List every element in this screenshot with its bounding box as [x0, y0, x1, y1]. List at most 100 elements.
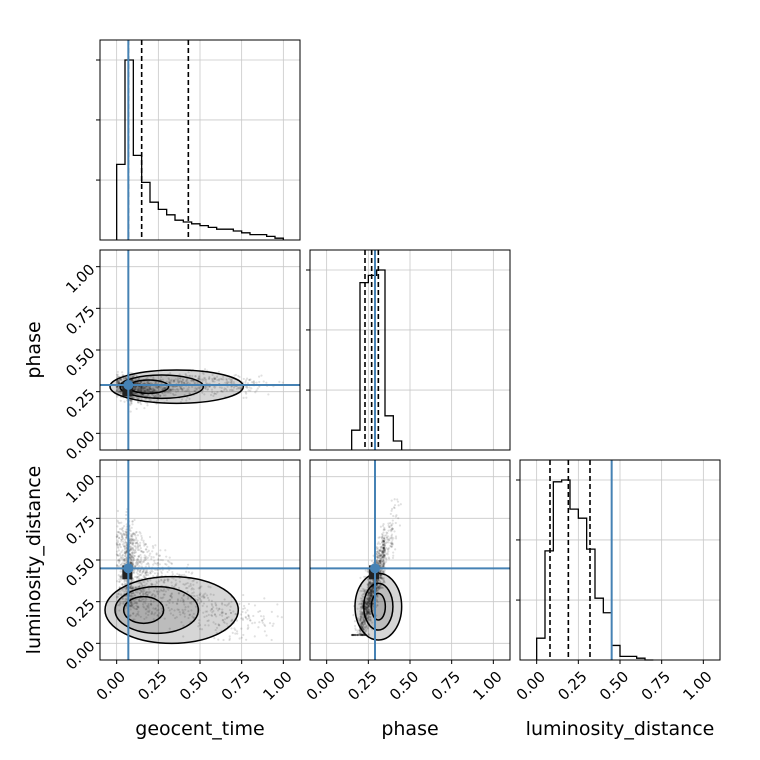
scatter-point	[121, 371, 124, 374]
scatter-point	[151, 393, 154, 397]
scatter-point	[198, 377, 201, 380]
scatter-point	[134, 548, 137, 551]
scatter-point	[133, 518, 136, 522]
scatter-point	[170, 389, 173, 392]
scatter-point	[118, 536, 121, 539]
scatter-point	[133, 386, 136, 389]
scatter-point	[240, 636, 243, 639]
scatter-point	[115, 388, 119, 391]
scatter-point	[392, 551, 395, 554]
scatter-point	[117, 549, 120, 552]
scatter-point	[382, 528, 386, 531]
scatter-point	[142, 390, 146, 393]
scatter-point	[131, 379, 134, 382]
scatter-point	[139, 541, 142, 544]
scatter-point	[276, 615, 279, 618]
scatter-point	[116, 386, 119, 389]
scatter-point	[253, 635, 256, 638]
scatter-point	[262, 617, 266, 620]
scatter-point	[271, 624, 274, 627]
scatter-point	[164, 386, 167, 390]
scatter-point	[381, 569, 384, 572]
scatter-point	[245, 377, 249, 380]
x-tick-label: 1.00	[469, 668, 505, 704]
scatter-point	[165, 563, 168, 566]
scatter-point	[255, 389, 258, 392]
scatter-point	[383, 539, 386, 543]
scatter-point	[121, 374, 124, 377]
scatter-point	[116, 580, 119, 583]
scatter-point	[132, 387, 135, 390]
scatter-point	[204, 387, 207, 391]
x-tick-label: 0.50	[596, 668, 632, 704]
scatter-point	[129, 399, 132, 402]
x-tick-label: 0.50	[176, 668, 212, 704]
scatter-point	[148, 386, 152, 390]
scatter-point	[115, 385, 118, 388]
scatter-point	[135, 382, 138, 385]
scatter-point	[134, 562, 137, 565]
scatter-point	[137, 400, 140, 404]
scatter-point	[234, 373, 238, 377]
y-tick-label: 0.75	[62, 512, 98, 548]
scatter-point	[387, 548, 390, 551]
scatter-point	[117, 390, 120, 394]
scatter-point	[141, 393, 145, 396]
scatter-point	[130, 542, 133, 546]
scatter-point	[203, 376, 206, 379]
scatter-point	[136, 539, 139, 542]
scatter-point	[144, 389, 147, 393]
scatter-point	[227, 377, 231, 380]
scatter-point	[242, 377, 245, 381]
scatter-point	[132, 396, 135, 399]
scatter-point	[179, 377, 182, 380]
scatter-point	[150, 555, 153, 559]
scatter-point	[177, 380, 181, 384]
scatter-point	[131, 375, 134, 378]
scatter-point	[146, 390, 150, 393]
scatter-point	[181, 378, 184, 381]
scatter-point	[139, 401, 142, 404]
scatter-point	[130, 400, 133, 403]
scatter-point	[222, 638, 225, 642]
scatter-point	[377, 554, 380, 557]
scatter-point	[157, 385, 160, 388]
scatter-point	[131, 391, 135, 394]
scatter-point	[192, 379, 195, 382]
scatter-point	[141, 572, 144, 575]
scatter-point	[185, 399, 188, 402]
scatter-point	[162, 394, 165, 397]
scatter-point	[146, 561, 150, 565]
scatter-point	[159, 549, 162, 552]
scatter-point	[169, 389, 172, 392]
scatter-point	[139, 532, 142, 535]
scatter-point	[117, 389, 120, 392]
scatter-point	[225, 389, 228, 392]
scatter-point	[245, 386, 248, 389]
scatter-point	[133, 392, 136, 395]
scatter-point	[135, 381, 139, 384]
scatter-point	[184, 374, 188, 377]
scatter-point	[191, 385, 194, 388]
scatter-point	[244, 385, 247, 388]
scatter-point	[160, 375, 163, 378]
panel-luminosity_distance-luminosity_distance: 0.00 0.25 0.50 0.75 1.00 luminosity_distance	[513, 459, 721, 740]
scatter-point	[129, 404, 132, 407]
scatter-point	[168, 388, 171, 391]
scatter-point	[244, 380, 247, 384]
scatter-point	[258, 380, 261, 384]
scatter-point	[155, 394, 158, 397]
scatter-point	[115, 389, 119, 392]
scatter-point	[131, 379, 134, 382]
scatter-point	[116, 525, 119, 528]
scatter-point	[146, 388, 149, 391]
scatter-point	[151, 389, 155, 392]
scatter-point	[354, 628, 357, 632]
scatter-point	[393, 498, 396, 501]
scatter-point	[153, 388, 156, 391]
scatter-point	[143, 385, 146, 388]
scatter-point	[211, 373, 214, 377]
scatter-point	[224, 381, 227, 384]
scatter-point	[117, 387, 120, 390]
scatter-point	[140, 386, 143, 389]
